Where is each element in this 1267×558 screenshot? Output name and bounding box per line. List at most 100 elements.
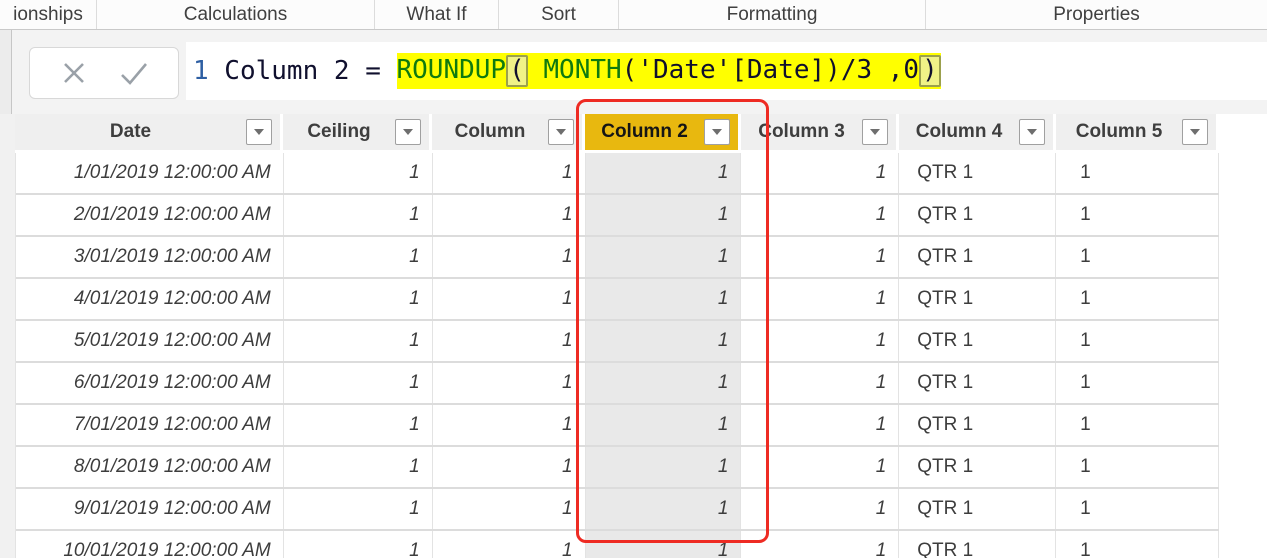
column-filter-dropdown[interactable] (704, 119, 730, 145)
cell-ceiling[interactable]: 1 (284, 489, 433, 529)
cell-column-3[interactable]: 1 (741, 531, 900, 558)
tab-what-if[interactable]: What If (375, 0, 499, 29)
column-header-column-4[interactable]: Column 4 (899, 114, 1056, 150)
cell-ceiling[interactable]: 1 (284, 321, 433, 361)
column-header-label: Column (454, 121, 526, 142)
cell-column-4[interactable]: QTR 1 (899, 489, 1057, 529)
cell-column[interactable]: 1 (433, 279, 586, 319)
formula-function-roundup: ROUNDUP (396, 55, 507, 86)
cell-column-2[interactable]: 1 (585, 279, 742, 319)
tab-properties[interactable]: Properties (1053, 3, 1140, 25)
cell-ceiling[interactable]: 1 (284, 531, 433, 558)
cancel-formula-button[interactable] (57, 56, 91, 90)
column-filter-dropdown[interactable] (548, 119, 574, 145)
cell-date[interactable]: 7/01/2019 12:00:00 AM (16, 405, 284, 445)
cell-column-4[interactable]: QTR 1 (899, 447, 1057, 487)
cell-date[interactable]: 3/01/2019 12:00:00 AM (16, 237, 284, 277)
commit-formula-button[interactable] (117, 56, 151, 90)
column-header-date[interactable]: Date (15, 114, 283, 150)
cell-column-5[interactable]: 1 (1056, 153, 1220, 193)
cell-column-2[interactable]: 1 (585, 363, 742, 403)
column-filter-dropdown[interactable] (1182, 119, 1208, 145)
cell-column-5[interactable]: 1 (1056, 321, 1220, 361)
checkmark-icon (121, 63, 148, 85)
cell-column-4[interactable]: QTR 1 (899, 195, 1057, 235)
cell-date[interactable]: 9/01/2019 12:00:00 AM (16, 489, 284, 529)
formula-assignment: Column 2 = (208, 56, 397, 86)
cell-column-4[interactable]: QTR 1 (899, 279, 1057, 319)
cell-column-4[interactable]: QTR 1 (899, 531, 1057, 558)
cell-column[interactable]: 1 (433, 237, 586, 277)
cell-column-3[interactable]: 1 (741, 405, 900, 445)
column-filter-dropdown[interactable] (862, 119, 888, 145)
cell-column[interactable]: 1 (433, 447, 586, 487)
cell-date[interactable]: 2/01/2019 12:00:00 AM (16, 195, 284, 235)
cell-column-4[interactable]: QTR 1 (899, 237, 1057, 277)
tab-formatting[interactable]: Formatting (619, 0, 926, 29)
cell-ceiling[interactable]: 1 (284, 447, 433, 487)
cell-column-3[interactable]: 1 (741, 195, 900, 235)
cell-column-4[interactable]: QTR 1 (899, 363, 1057, 403)
cell-column[interactable]: 1 (433, 489, 586, 529)
cell-date[interactable]: 1/01/2019 12:00:00 AM (16, 153, 284, 193)
cell-column-4[interactable]: QTR 1 (899, 153, 1057, 193)
cell-ceiling[interactable]: 1 (284, 279, 433, 319)
column-filter-dropdown[interactable] (1019, 119, 1045, 145)
table-row: 8/01/2019 12:00:00 AM 1 1 1 1 QTR 1 1 (16, 447, 1220, 489)
formula-line-number: 1 (193, 56, 209, 86)
cell-column[interactable]: 1 (433, 531, 586, 558)
cell-ceiling[interactable]: 1 (284, 405, 433, 445)
cell-column-3[interactable]: 1 (741, 363, 900, 403)
cell-column[interactable]: 1 (433, 153, 586, 193)
cell-column-4[interactable]: QTR 1 (899, 405, 1057, 445)
cell-column-2[interactable]: 1 (585, 489, 742, 529)
cell-column-5[interactable]: 1 (1056, 195, 1220, 235)
column-header-column-5[interactable]: Column 5 (1056, 114, 1219, 150)
cell-column-2[interactable]: 1 (585, 237, 742, 277)
cell-column-4[interactable]: QTR 1 (899, 321, 1057, 361)
cell-date[interactable]: 10/01/2019 12:00:00 AM (16, 531, 284, 558)
matched-close-paren: ) (919, 55, 941, 87)
cell-column[interactable]: 1 (433, 405, 586, 445)
cell-ceiling[interactable]: 1 (284, 153, 433, 193)
tab-relationships[interactable]: ionships (0, 0, 97, 29)
cell-column-5[interactable]: 1 (1056, 405, 1220, 445)
cell-column-3[interactable]: 1 (741, 237, 900, 277)
tab-sort[interactable]: Sort (499, 0, 619, 29)
column-filter-dropdown[interactable] (395, 119, 421, 145)
cell-column[interactable]: 1 (433, 321, 586, 361)
cell-ceiling[interactable]: 1 (284, 363, 433, 403)
cell-column-3[interactable]: 1 (741, 489, 900, 529)
cell-column-2[interactable]: 1 (585, 195, 742, 235)
cell-ceiling[interactable]: 1 (284, 195, 433, 235)
cell-column-3[interactable]: 1 (741, 321, 900, 361)
cell-column[interactable]: 1 (433, 195, 586, 235)
cell-column-3[interactable]: 1 (741, 279, 900, 319)
column-header-column[interactable]: Column (432, 114, 585, 150)
cell-date[interactable]: 4/01/2019 12:00:00 AM (16, 279, 284, 319)
cell-column-5[interactable]: 1 (1056, 237, 1220, 277)
cell-ceiling[interactable]: 1 (284, 237, 433, 277)
cell-column-3[interactable]: 1 (741, 447, 900, 487)
tab-calculations[interactable]: Calculations (97, 0, 375, 29)
cell-column-5[interactable]: 1 (1056, 447, 1220, 487)
cell-column-2[interactable]: 1 (585, 447, 742, 487)
cell-date[interactable]: 6/01/2019 12:00:00 AM (16, 363, 284, 403)
cell-column-2[interactable]: 1 (585, 405, 742, 445)
column-header-column-3[interactable]: Column 3 (741, 114, 899, 150)
column-filter-dropdown[interactable] (246, 119, 272, 145)
cell-column-5[interactable]: 1 (1056, 531, 1220, 558)
cell-column-5[interactable]: 1 (1056, 363, 1220, 403)
cell-column-3[interactable]: 1 (741, 153, 900, 193)
cell-column-5[interactable]: 1 (1056, 279, 1220, 319)
cell-column-2[interactable]: 1 (585, 321, 742, 361)
column-header-ceiling[interactable]: Ceiling (283, 114, 432, 150)
cell-column-2[interactable]: 1 (585, 153, 742, 193)
cell-column-5[interactable]: 1 (1056, 489, 1220, 529)
cell-column[interactable]: 1 (433, 363, 586, 403)
cell-date[interactable]: 5/01/2019 12:00:00 AM (16, 321, 284, 361)
cell-column-2[interactable]: 1 (585, 531, 742, 558)
column-header-column-2[interactable]: Column 2 (585, 114, 741, 150)
dax-formula-input[interactable]: 1 Column 2 = ROUNDUP( MONTH('Date'[Date]… (186, 42, 1267, 100)
cell-date[interactable]: 8/01/2019 12:00:00 AM (16, 447, 284, 487)
